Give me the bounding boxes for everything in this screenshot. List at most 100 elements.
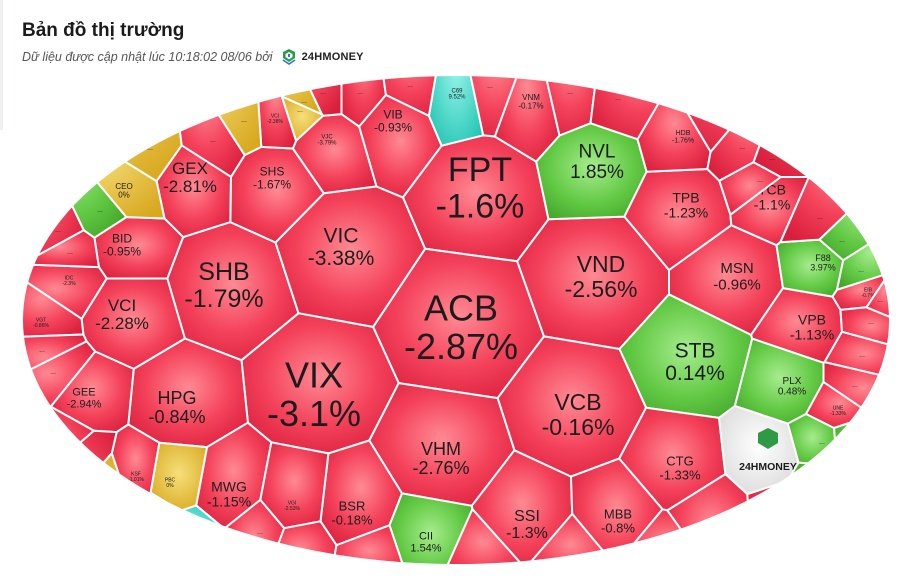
heatmap-small-cell-label: ... — [407, 82, 413, 89]
heatmap-cell-ticker: VND — [577, 251, 626, 277]
heatmap-cell-ticker: PBC — [165, 477, 176, 483]
heatmap-small-cell-label: ... — [817, 214, 823, 221]
heatmap-small-cell-label: ... — [757, 177, 763, 184]
heatmap-small-cell[interactable] — [0, 0, 183, 183]
heatmap-small-cell[interactable] — [371, 0, 450, 117]
heatmap-cell-ticker: NVL — [579, 142, 616, 163]
heatmap-cell-ticker: CEO — [115, 182, 132, 191]
heatmap-cell-change: -0.93% — [374, 120, 412, 134]
heatmap-cell-change: -2.87% — [404, 326, 518, 367]
heatmap-cell-ticker: SHB — [198, 258, 249, 286]
heatmap-cell-ticker: KSF — [131, 471, 141, 477]
heatmap-outline — [21, 74, 891, 566]
heatmap-small-cell[interactable] — [786, 461, 903, 582]
heatmap-small-cell-label: ... — [187, 537, 193, 544]
heatmap-cell-change: 1.85% — [570, 162, 624, 183]
heatmap-cell-change: 3.97% — [810, 263, 836, 273]
heatmap-small-cell-label: ... — [739, 144, 745, 151]
brand-logo-icon — [282, 49, 296, 65]
heatmap-cell-change: -3.1% — [267, 393, 361, 434]
heatmap-small-cell[interactable] — [718, 161, 782, 216]
brand-watermark-text: 24HMONEY — [739, 461, 797, 473]
heatmap-cell-change: -0.96% — [713, 276, 761, 293]
heatmap-small-cell[interactable] — [0, 429, 118, 580]
heatmap-cell-ticker: HDB — [676, 130, 691, 137]
heatmap-cell-ticker: VGI — [288, 500, 297, 506]
heatmap-cell-ticker: F88 — [815, 253, 831, 263]
heatmap-cell-change: 0.48% — [778, 387, 806, 398]
heatmap-cell-change: -2.38% — [267, 119, 283, 125]
heatmap-small-cell-label: ... — [657, 552, 663, 559]
heatmap-small-cell-label: ... — [77, 460, 83, 467]
heatmap-cell-change: -0.7% — [861, 293, 875, 299]
heatmap-small-cell[interactable] — [865, 263, 903, 324]
heatmap-cell-change: 0.14% — [665, 362, 725, 385]
heatmap-cell-change: -1.6% — [436, 187, 525, 225]
heatmap-cell-change: -1.33% — [659, 467, 701, 482]
heatmap-small-cell-label: ... — [877, 297, 883, 304]
heatmap-cell-change: -2.94% — [67, 398, 102, 410]
heatmap-small-cell-label: ... — [147, 145, 153, 152]
heatmap-small-cell-label: ... — [103, 483, 109, 490]
heatmap-cell-ticker: GEE — [72, 387, 95, 399]
heatmap-cell-ticker: UNE — [833, 405, 844, 411]
heatmap-small-cell-label: ... — [839, 237, 845, 244]
heatmap-small-cell[interactable] — [746, 480, 868, 582]
heatmap-small-cell[interactable] — [340, 0, 387, 128]
heatmap-cell-ticker: GEX — [172, 159, 208, 178]
heatmap-cell-ticker: VHM — [421, 439, 461, 459]
heatmap-small-cell-label: ... — [320, 89, 326, 96]
heatmap-cell-ticker: CII — [419, 531, 433, 543]
heatmap-small-cell-label: ... — [852, 382, 858, 389]
heatmap-small-cell-label: ... — [301, 98, 307, 105]
heatmap-small-cell-label: ... — [868, 319, 874, 326]
heatmap-small-cell[interactable] — [453, 0, 538, 138]
heatmap-small-cell-label: ... — [783, 509, 789, 516]
heatmap-cell-change: -2.81% — [163, 177, 217, 196]
heatmap-cell-ticker: BID — [112, 232, 132, 246]
heatmap-cell-ticker: VIB — [383, 108, 402, 122]
heatmap-cell-ticker: STB — [675, 339, 716, 362]
heatmap-cell-change: -1.33% — [830, 411, 846, 417]
heatmap-small-cell[interactable] — [533, 0, 607, 137]
brand-logo[interactable]: 24HMONEY — [279, 47, 364, 67]
brand-logo-text: 24HMONEY — [301, 51, 364, 63]
heatmap-cell-change: -1.3% — [506, 525, 548, 542]
heatmap-cell-change: -2.28% — [95, 314, 149, 333]
heatmap-cell-change: -1.1% — [754, 196, 791, 212]
heatmap-cell-change: -0.8% — [601, 520, 635, 535]
heatmap-small-cell-label: ... — [477, 562, 483, 569]
heatmap-small-cell-label: ... — [257, 529, 263, 536]
heatmap-small-cell-label: ... — [819, 439, 825, 446]
heatmap-cell-ticker: CTG — [666, 453, 693, 468]
heatmap-small-cell[interactable] — [328, 524, 410, 582]
heatmap-small-cell[interactable] — [0, 452, 129, 582]
heatmap-small-cell[interactable] — [589, 0, 692, 141]
heatmap-small-cell-label: ... — [615, 95, 621, 102]
heatmap-cell-change: -1.76% — [672, 138, 694, 145]
heatmap-small-cell[interactable] — [752, 0, 903, 178]
heatmap-small-cell-label: ... — [858, 267, 864, 274]
heatmap-cell-change: -3.38% — [308, 247, 375, 270]
heatmap-cell-ticker: VIC — [323, 224, 358, 247]
heatmap-cell-change: -1.01% — [128, 477, 144, 483]
heatmap-small-cell-label: ... — [39, 347, 45, 354]
heatmap-cell-change: -1.15% — [207, 493, 251, 509]
heatmap-small-cell-label: ... — [147, 512, 153, 519]
heatmap-small-cell-label: ... — [50, 369, 56, 376]
heatmap-small-cell[interactable] — [0, 405, 95, 514]
heatmap-cell-ticker: VIX — [285, 355, 343, 396]
heatmap-cell-change: 9.52% — [448, 95, 466, 101]
heatmap-cell-ticker: EIB — [864, 287, 873, 293]
heatmap-cell-c69[interactable] — [427, 0, 485, 147]
heatmap-cell-change: -2.53% — [284, 506, 300, 512]
heatmap-small-cell-label: ... — [210, 137, 216, 144]
heatmap-small-cell-label: ... — [97, 207, 103, 214]
heatmap-cell-change: -1.67% — [253, 177, 291, 191]
heatmap-cell-change: -1.13% — [790, 326, 834, 342]
heatmap-cell-change: -2.3% — [62, 281, 76, 287]
heatmap-cell-ticker: HPG — [157, 388, 196, 408]
brand-watermark-icon — [758, 428, 778, 449]
heatmap-small-cell[interactable] — [73, 491, 182, 582]
